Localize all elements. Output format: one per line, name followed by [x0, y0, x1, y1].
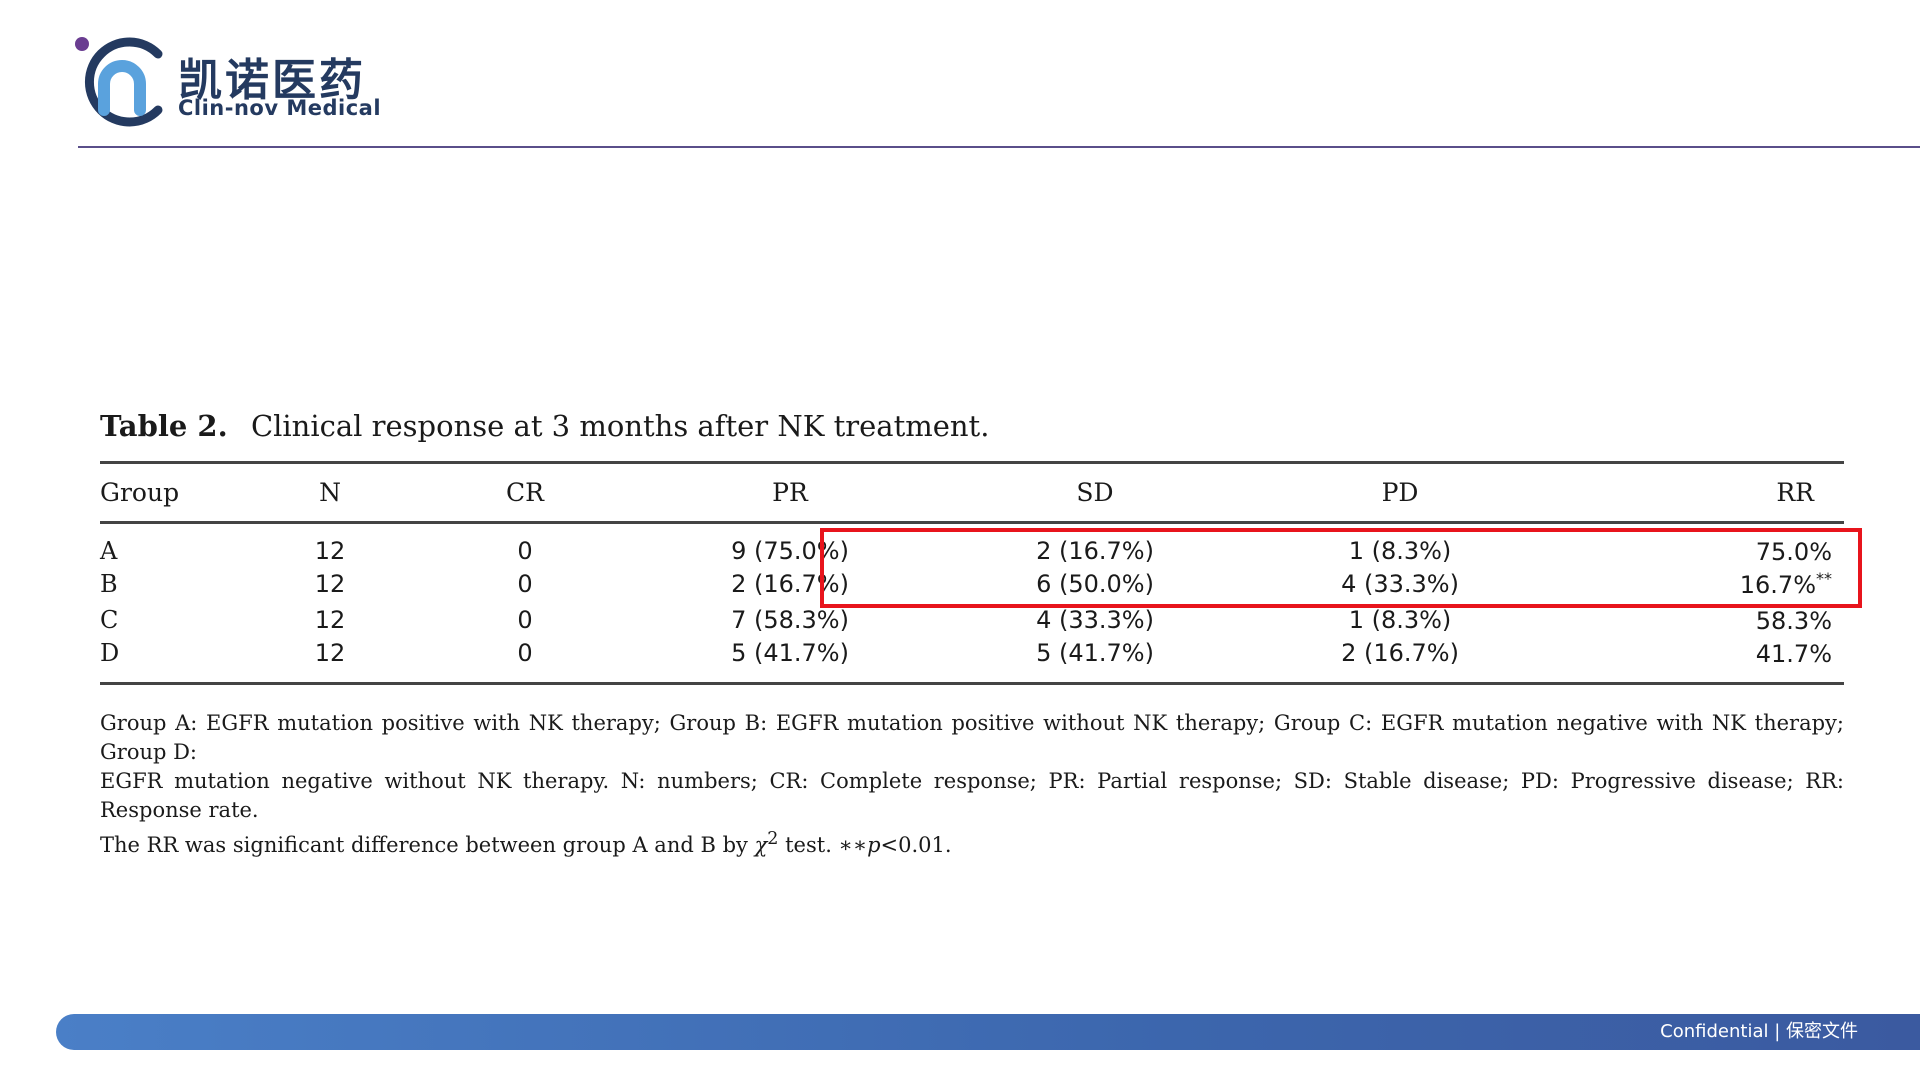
cell-pd: 1 (8.3%): [1348, 606, 1452, 634]
highlight-box: [820, 528, 1862, 608]
cell-pr: 5 (41.7%): [731, 639, 849, 667]
cell-cr: 0: [517, 570, 533, 598]
chi-symbol: χ: [754, 833, 768, 857]
cell-rr-value: 41.7%: [1755, 640, 1832, 668]
col-header-sd: SD: [1076, 478, 1114, 507]
table-row: B 12 0 2 (16.7%) 6 (50.0%) 4 (33.3%) 16.…: [100, 566, 1844, 602]
cell-cr: 0: [517, 639, 533, 667]
footnote-text-b: test.: [778, 833, 839, 857]
table-label: Table 2.: [100, 409, 228, 443]
header-divider: [78, 146, 1920, 148]
cell-n: 12: [314, 606, 346, 634]
col-header-pd: PD: [1381, 478, 1419, 507]
p-symbol: p: [867, 833, 881, 857]
cell-cr: 0: [517, 606, 533, 634]
cell-rr: 16.7%**: [1550, 566, 1844, 602]
cell-sd: 5 (41.7%): [1036, 639, 1154, 667]
cell-rr-value: 16.7%: [1739, 571, 1816, 599]
cell-rr: 75.0%: [1550, 523, 1844, 566]
table-row: C 12 0 7 (58.3%) 4 (33.3%) 1 (8.3%) 58.3…: [100, 602, 1844, 638]
footnote-line-1: Group A: EGFR mutation positive with NK …: [100, 711, 1844, 764]
cell-pr: 2 (16.7%): [731, 570, 849, 598]
cell-rr: 58.3%: [1550, 602, 1844, 638]
cell-n: 12: [314, 537, 346, 565]
cell-pd: 2 (16.7%): [1341, 639, 1459, 667]
cell-rr-value: 58.3%: [1755, 607, 1832, 635]
col-header-group: Group: [100, 478, 180, 507]
cell-rr-value: 75.0%: [1755, 538, 1832, 566]
cell-group: B: [100, 570, 118, 598]
brand-name-cn: 凯诺医药: [178, 55, 366, 106]
col-header-pr: PR: [772, 478, 808, 507]
footnote-text-a: The RR was significant difference betwee…: [100, 833, 755, 857]
confidential-label: Confidential | 保密文件: [1660, 1021, 1858, 1042]
footnote-stars: ∗∗: [838, 833, 868, 857]
table-footnote: Group A: EGFR mutation positive with NK …: [100, 709, 1844, 860]
col-header-rr: RR: [1776, 478, 1814, 507]
cell-sd: 4 (33.3%): [1036, 606, 1154, 634]
cell-group: D: [100, 639, 120, 667]
cell-n: 12: [314, 570, 346, 598]
cell-cr: 0: [517, 537, 533, 565]
col-header-n: N: [319, 478, 341, 507]
cell-rr: 41.7%: [1550, 638, 1844, 684]
cell-pd: 1 (8.3%): [1348, 537, 1452, 565]
brand-name-en: Clin-nov Medical: [178, 96, 382, 120]
table-title: Clinical response at 3 months after NK t…: [250, 409, 990, 443]
cell-sd: 6 (50.0%): [1036, 570, 1154, 598]
chi-exponent: 2: [767, 829, 779, 849]
footnote-text-c: <0.01.: [880, 833, 952, 857]
table-row: A 12 0 9 (75.0%) 2 (16.7%) 1 (8.3%) 75.0…: [100, 523, 1844, 566]
table-caption: Table 2. Clinical response at 3 months a…: [100, 400, 1844, 452]
cell-pr: 7 (58.3%): [731, 606, 849, 634]
cell-group: A: [100, 537, 118, 565]
table-figure: Table 2. Clinical response at 3 months a…: [100, 400, 1844, 860]
cell-group: C: [100, 606, 119, 634]
company-logo: 凯诺医药 Clin-nov Medical: [74, 34, 381, 130]
table-header-row: Group N CR PR SD PD RR: [100, 462, 1844, 523]
cell-pd: 4 (33.3%): [1341, 570, 1459, 598]
footnote-line-3: The RR was significant difference betwee…: [100, 825, 1844, 860]
cell-pr: 9 (75.0%): [731, 537, 849, 565]
clinical-response-table: Group N CR PR SD PD RR A 12 0 9 (75.0%) …: [100, 461, 1844, 685]
footer-bar: Confidential | 保密文件: [56, 1014, 1920, 1050]
footnote-line-2: EGFR mutation negative without NK therap…: [100, 769, 1844, 822]
cell-sd: 2 (16.7%): [1036, 537, 1154, 565]
clin-nov-logo-mark-icon: [75, 37, 163, 127]
table-row: D 12 0 5 (41.7%) 5 (41.7%) 2 (16.7%) 41.…: [100, 638, 1844, 684]
col-header-cr: CR: [506, 478, 544, 507]
cell-n: 12: [314, 639, 346, 667]
significance-mark: **: [1816, 569, 1832, 588]
